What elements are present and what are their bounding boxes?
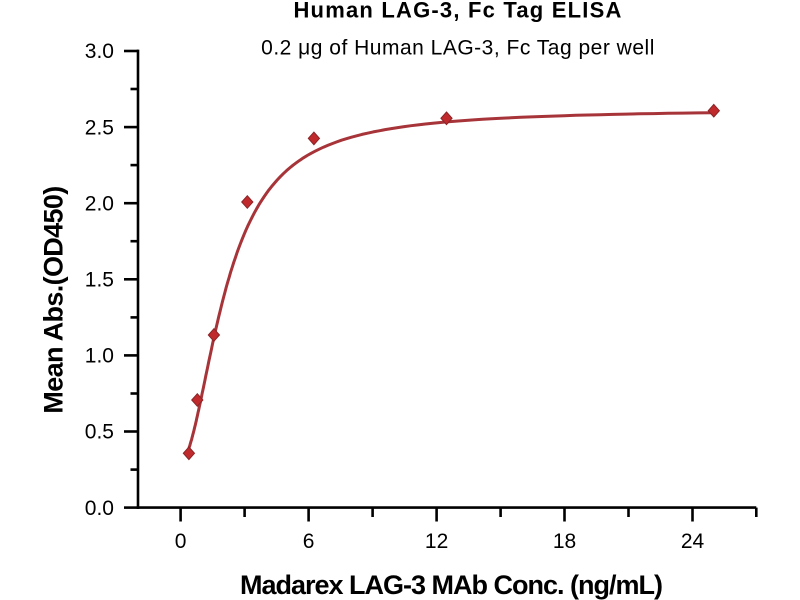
svg-text:2.0: 2.0 (85, 192, 114, 215)
svg-text:2.5: 2.5 (85, 116, 114, 139)
svg-text:3.0: 3.0 (85, 40, 114, 63)
svg-text:18: 18 (553, 530, 576, 553)
svg-text:1.5: 1.5 (85, 269, 114, 292)
svg-text:0.0: 0.0 (85, 497, 114, 520)
svg-text:6: 6 (303, 530, 315, 553)
svg-text:0.5: 0.5 (85, 421, 114, 444)
svg-text:12: 12 (425, 530, 448, 553)
svg-text:Human LAG-3, Fc Tag ELISA: Human LAG-3, Fc Tag ELISA (293, 0, 622, 23)
svg-text:0: 0 (175, 530, 187, 553)
svg-text:Mean Abs.(OD450): Mean Abs.(OD450) (39, 186, 69, 413)
svg-text:1.0: 1.0 (85, 345, 114, 368)
svg-text:24: 24 (681, 530, 705, 553)
svg-text:0.2 μg of Human LAG-3, Fc Tag: 0.2 μg of Human LAG-3, Fc Tag per well (261, 36, 655, 59)
svg-text:Madarex LAG-3 MAb Conc. (ng/mL: Madarex LAG-3 MAb Conc. (ng/mL) (240, 570, 662, 600)
